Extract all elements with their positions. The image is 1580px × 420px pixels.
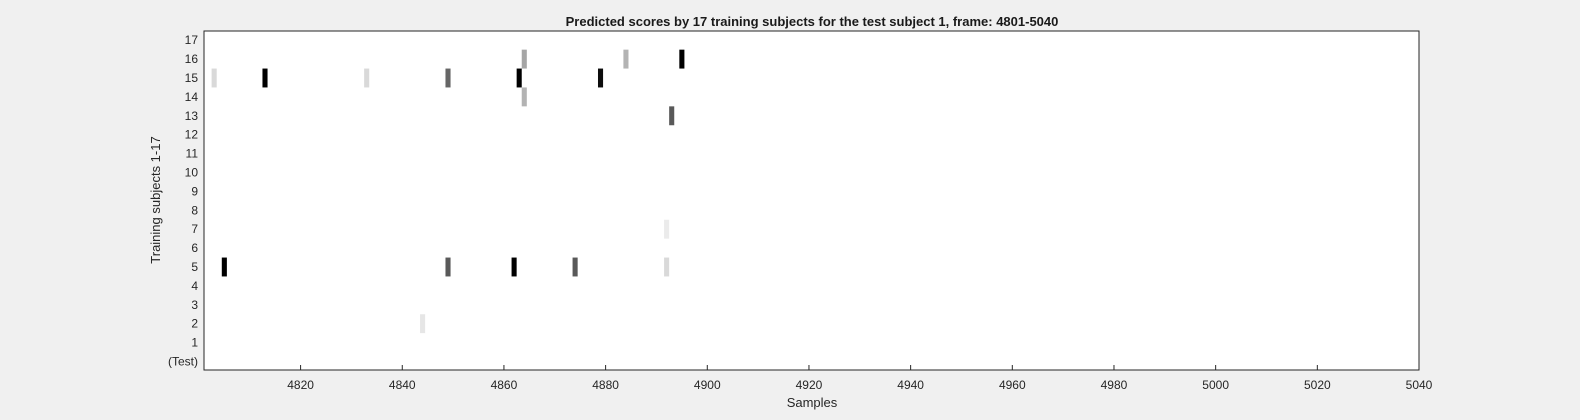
y-tick-label: 12 [185, 128, 199, 142]
y-tick-label: 10 [185, 166, 199, 180]
x-axis-label: Samples [787, 395, 838, 410]
heatmap-cell [221, 257, 227, 277]
heatmap-cell [364, 68, 370, 88]
x-tick-label: 4880 [592, 378, 619, 392]
heatmap-cell [445, 68, 451, 88]
heatmap-cell [623, 49, 629, 69]
x-tick-label: 4900 [694, 378, 721, 392]
x-tick-label: 4820 [287, 378, 314, 392]
y-tick-label: (Test) [168, 355, 198, 369]
heatmap-cell [211, 68, 217, 88]
heatmap-cell [521, 49, 527, 69]
y-tick-label: 15 [185, 71, 199, 85]
heatmap-cell [521, 87, 527, 107]
y-tick-label: 17 [185, 33, 199, 47]
y-tick-label: 13 [185, 109, 199, 123]
x-tick-label: 4940 [897, 378, 924, 392]
heatmap-cell [669, 106, 675, 126]
x-axis-ticks: 4820 4840 4860 4880 4900 4920 4940 4960 4980 5000… [287, 365, 1433, 392]
x-tick-label: 5020 [1304, 378, 1331, 392]
y-tick-label: 2 [191, 317, 198, 331]
heatmap-cell [516, 68, 522, 88]
y-tick-label: 16 [185, 52, 199, 66]
x-tick-label: 5000 [1202, 378, 1229, 392]
y-tick-label: 6 [191, 241, 198, 255]
heatmap-cell [420, 314, 426, 334]
y-tick-label: 7 [191, 222, 198, 236]
y-tick-label: 1 [191, 336, 198, 350]
plot-area [204, 31, 1419, 370]
axes-box [203, 30, 1420, 371]
y-axis-label: Training subjects 1-17 [148, 136, 163, 263]
chart-title: Predicted scores by 17 training subjects… [566, 14, 1059, 29]
y-tick-label: 4 [191, 279, 198, 293]
y-tick-label: 5 [191, 260, 198, 274]
heatmap-cell [597, 68, 604, 88]
y-tick-label: 9 [191, 184, 198, 198]
x-tick-label: 4840 [389, 378, 416, 392]
heatmap-cell [572, 257, 578, 277]
heatmap-cells [211, 49, 685, 334]
y-tick-label: 8 [191, 203, 198, 217]
y-tick-label: 14 [185, 90, 199, 104]
x-tick-label: 4860 [491, 378, 518, 392]
heatmap-cell [679, 49, 685, 69]
x-tick-label: 5040 [1406, 378, 1433, 392]
heatmap-cell [664, 219, 670, 239]
x-tick-label: 4920 [796, 378, 823, 392]
heatmap-cell [511, 257, 517, 277]
heatmap-cell [445, 257, 451, 277]
x-tick-label: 4960 [999, 378, 1026, 392]
x-tick-label: 4980 [1101, 378, 1128, 392]
y-tick-label: 11 [186, 147, 199, 161]
heatmap-cell [262, 68, 268, 88]
heatmap-cell [664, 257, 670, 277]
y-tick-label: 3 [191, 298, 198, 312]
